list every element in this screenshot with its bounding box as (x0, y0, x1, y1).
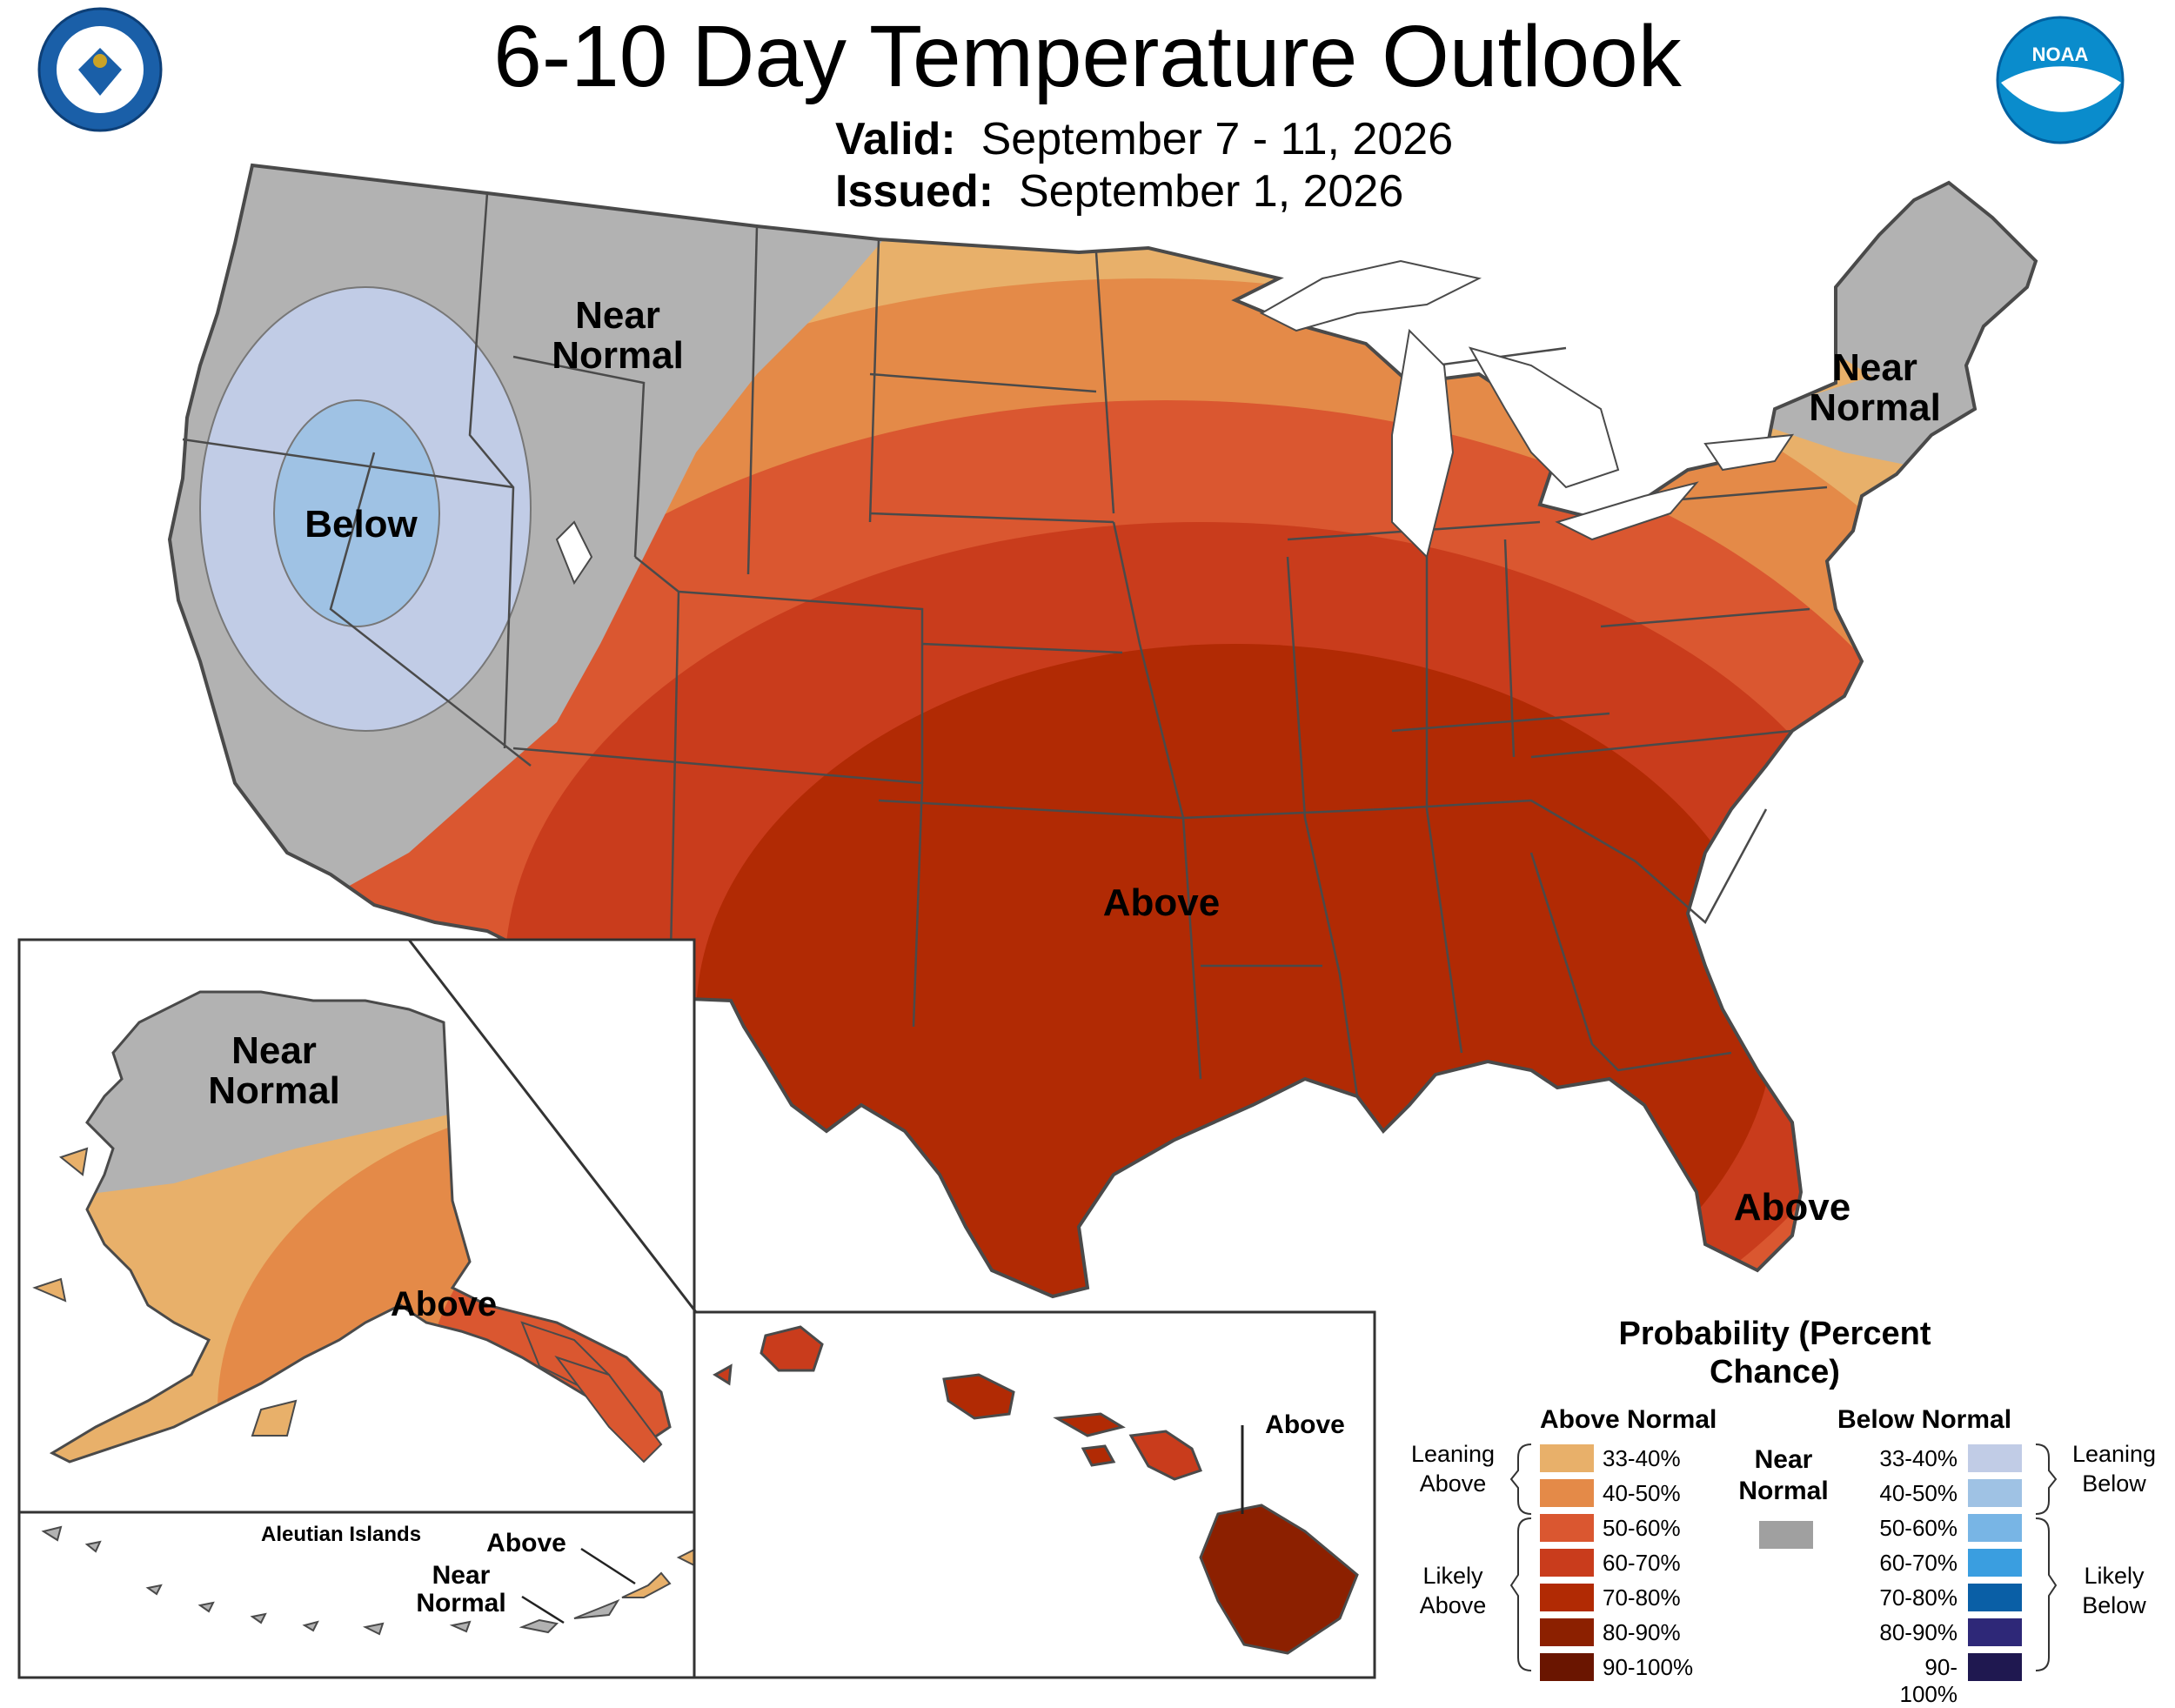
legend-likely-above: Likely Above (1419, 1563, 1487, 1618)
legend-above-header: Above Normal (1540, 1405, 1717, 1434)
label-above-conus: Above (1102, 881, 1221, 924)
above-level-label: 70-80% (1603, 1584, 1681, 1611)
legend-leaning-above: Leaning Above (1410, 1441, 1496, 1497)
above-level-label: 33-40% (1603, 1445, 1681, 1471)
near-normal-swatch (1759, 1521, 1813, 1549)
page-title: 6-10 Day Temperature Outlook (493, 8, 1682, 105)
valid-line: Valid: September 7 - 11, 2026 (835, 113, 1453, 165)
legend-brackets (1509, 1443, 2058, 1671)
above-swatch-5 (1540, 1618, 1594, 1646)
legend-near-header: Near Normal (1738, 1445, 1829, 1505)
below-swatch-1 (1968, 1479, 2022, 1507)
below-swatch-6 (1968, 1653, 2022, 1681)
above-level-label: 80-90% (1603, 1619, 1681, 1645)
below-swatch-5 (1968, 1618, 2022, 1646)
above-swatch-4 (1540, 1584, 1594, 1611)
below-swatch-4 (1968, 1584, 2022, 1611)
label-below: Below (304, 503, 418, 546)
below-level-label: 40-50% (1879, 1480, 1958, 1506)
label-above-florida: Above (1733, 1186, 1851, 1229)
legend-below-header: Below Normal (1837, 1405, 2012, 1434)
above-70-80-band (696, 644, 1775, 1296)
below-level-label: 80-90% (1879, 1619, 1958, 1645)
aleutian-islands (41, 1525, 620, 1636)
below-level-label: 50-60% (1879, 1515, 1958, 1541)
valid-value: September 7 - 11, 2026 (980, 114, 1454, 164)
label-near-normal-west: Near Normal (552, 294, 684, 378)
issued-line: Issued: September 1, 2026 (835, 165, 1403, 218)
above-swatch-6 (1540, 1653, 1594, 1681)
great-lakes (555, 259, 1795, 586)
legend-title: Probability (Percent Chance) (1618, 1316, 1931, 1390)
below-swatch-2 (1968, 1514, 2022, 1542)
svg-text:NOAA: NOAA (2032, 44, 2089, 65)
legend-swatches (1540, 1444, 2022, 1681)
label-aleutian-near-normal: Near Normal (416, 1561, 506, 1618)
above-swatch-2 (1540, 1514, 1594, 1542)
noaa-logo-icon: NOAA (1996, 16, 2125, 144)
above-level-label: 60-70% (1603, 1550, 1681, 1576)
label-alaska-above: Above (390, 1285, 498, 1323)
label-aleutian-islands: Aleutian Islands (261, 1523, 422, 1546)
above-level-label: 90-100% (1603, 1654, 1694, 1680)
above-level-label: 40-50% (1603, 1480, 1681, 1506)
above-swatch-3 (1540, 1549, 1594, 1577)
issued-label: Issued: (835, 166, 994, 217)
below-swatch-0 (1968, 1444, 2022, 1472)
label-alaska-near-normal: Near Normal (208, 1029, 340, 1113)
below-level-label: 70-80% (1879, 1584, 1958, 1611)
hawaii-islands (713, 1325, 1359, 1655)
legend-leaning-below: Leaning Below (2071, 1441, 2157, 1497)
legend-likely-below: Likely Below (2082, 1563, 2146, 1618)
label-aleutian-above: Above (486, 1529, 566, 1557)
below-level-label: 90-100% (1899, 1654, 1958, 1707)
label-hawaii-above: Above (1265, 1410, 1345, 1439)
below-level-label: 33-40% (1879, 1445, 1958, 1471)
below-swatch-3 (1968, 1549, 2022, 1577)
above-swatch-0 (1540, 1444, 1594, 1472)
above-swatch-1 (1540, 1479, 1594, 1507)
commerce-seal-icon (37, 7, 163, 132)
aleutian-inset-frame (17, 1510, 696, 1679)
valid-label: Valid: (835, 114, 956, 164)
above-level-label: 50-60% (1603, 1515, 1681, 1541)
issued-value: September 1, 2026 (1018, 166, 1404, 217)
label-near-normal-northeast: Near Normal (1809, 346, 1941, 430)
below-level-label: 60-70% (1879, 1550, 1958, 1576)
